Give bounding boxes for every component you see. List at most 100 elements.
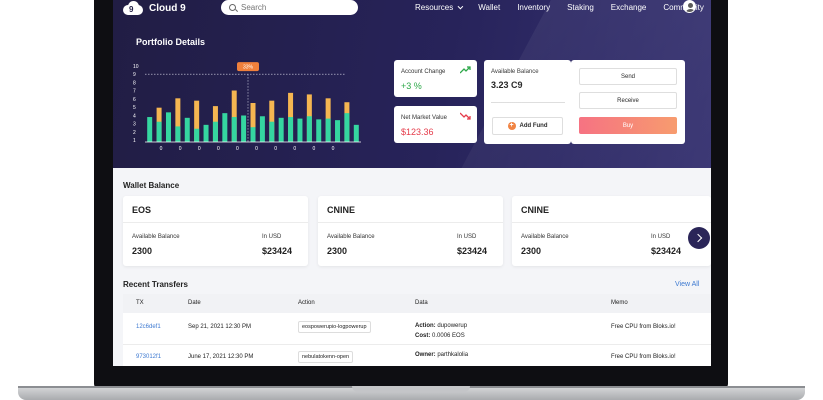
user-avatar-icon[interactable] xyxy=(683,0,696,13)
x-tick-label: 0 xyxy=(293,146,296,152)
usd-label: In USD xyxy=(262,234,282,240)
data-key: Owner: xyxy=(415,352,436,358)
net-market-card: Net Market Value $123.36 xyxy=(394,106,477,143)
data-action: Action: dupowerup xyxy=(415,323,467,329)
transfers-table: TX Date Action Data Memo 12c6def1 Sep 21… xyxy=(123,294,711,366)
annotation-label: 33% xyxy=(243,65,254,71)
chart-bar xyxy=(344,113,350,142)
available-label: Available Balance xyxy=(132,234,180,240)
nav-item-label: Resources xyxy=(415,2,454,12)
y-tick-label: 5 xyxy=(133,105,136,111)
available-value: 2300 xyxy=(132,246,153,256)
chart-bar xyxy=(175,98,181,142)
chart-bar xyxy=(269,100,275,142)
data-key: Cost: xyxy=(415,333,431,339)
y-tick-label: 9 xyxy=(133,72,136,78)
chart-bar xyxy=(250,103,256,142)
receive-button[interactable]: Receive xyxy=(579,92,677,109)
x-tick-label: 0 xyxy=(255,146,258,152)
column-header-data: Data xyxy=(415,300,428,306)
available-value: 2300 xyxy=(521,246,542,256)
y-tick-label: 1 xyxy=(133,138,136,144)
x-tick-label: 0 xyxy=(312,146,315,152)
chart-bar xyxy=(288,117,294,142)
chart-bar xyxy=(156,121,162,142)
nav-item-resources[interactable]: Resources xyxy=(415,2,464,12)
cloud-logo-icon: 9 xyxy=(123,1,143,15)
usd-value: $23424 xyxy=(651,246,682,256)
laptop-base xyxy=(18,386,805,400)
net-market-label: Net Market Value xyxy=(401,115,447,121)
available-balance-card: Available Balance 3.23 C9 + Add Fund xyxy=(484,60,571,144)
chevron-down-icon xyxy=(457,3,464,9)
x-tick-label: 0 xyxy=(198,146,201,152)
data-value: 0.0006 EOS xyxy=(432,333,465,339)
app-screen: 9 Cloud 9 Resources Wallet Inventory Sta… xyxy=(113,0,711,366)
annotation-badge xyxy=(237,62,259,72)
row-divider xyxy=(123,344,711,345)
tx-link[interactable]: 12c6def1 xyxy=(136,324,161,330)
actions-card: Send Receive Buy xyxy=(571,60,685,144)
account-change-card: Account Change +3 % xyxy=(394,60,477,97)
chevron-right-icon[interactable] xyxy=(688,227,710,249)
tx-link[interactable]: 973012f1 xyxy=(136,354,162,360)
account-change-value: +3 % xyxy=(401,81,422,91)
search-input[interactable] xyxy=(241,3,341,12)
y-tick-label: 6 xyxy=(133,97,136,103)
usd-value: $23424 xyxy=(457,246,488,256)
available-value: 2300 xyxy=(327,246,348,256)
y-tick-label: 10 xyxy=(133,64,139,70)
brand-name: Cloud 9 xyxy=(149,2,186,14)
data-key: Action: xyxy=(415,323,436,329)
column-header-memo: Memo xyxy=(611,300,628,306)
chart-bar xyxy=(212,121,218,142)
x-tick-label: 0 xyxy=(160,146,163,152)
nav-item-inventory[interactable]: Inventory xyxy=(517,2,551,12)
chart-bar xyxy=(269,121,275,142)
chart-bar xyxy=(353,124,359,142)
available-label: Available Balance xyxy=(327,234,375,240)
available-balance-value: 3.23 C9 xyxy=(491,80,523,90)
y-tick-label: 2 xyxy=(133,130,136,136)
chart-bar xyxy=(306,116,312,142)
table-header: TX Date Action Data Memo xyxy=(123,294,711,313)
data-owner: Owner: parthkalolia xyxy=(415,352,468,358)
nav-item-wallet[interactable]: Wallet xyxy=(478,2,501,12)
search-icon xyxy=(229,4,236,11)
laptop-notch xyxy=(352,386,470,392)
wallet-card[interactable]: CNINE Available Balance 2300 In USD $234… xyxy=(318,196,503,266)
chart-bar xyxy=(194,100,200,142)
x-tick-label: 0 xyxy=(217,146,220,152)
y-tick-label: 8 xyxy=(133,80,136,86)
nav-item-staking[interactable]: Staking xyxy=(567,2,594,12)
wallet-card[interactable]: CNINE Available Balance 2300 In USD $234… xyxy=(512,196,711,266)
nav-item-community[interactable]: Community xyxy=(663,2,704,12)
logo-glyph: 9 xyxy=(129,5,134,14)
chart-bar xyxy=(316,119,322,142)
wallet-card[interactable]: EOS Available Balance 2300 In USD $23424 xyxy=(123,196,308,266)
column-header-tx: TX xyxy=(136,300,144,306)
nav-item-exchange[interactable]: Exchange xyxy=(610,2,647,12)
logo[interactable]: 9 Cloud 9 xyxy=(123,0,186,16)
buy-button[interactable]: Buy xyxy=(579,117,677,134)
send-button[interactable]: Send xyxy=(579,68,677,85)
account-change-label: Account Change xyxy=(401,69,446,75)
recent-transfers-title: Recent Transfers xyxy=(123,280,188,289)
tx-memo: Free CPU from Bloks.io! xyxy=(611,324,676,330)
chart-bar xyxy=(335,120,341,142)
wallet-card-name: CNINE xyxy=(327,205,356,215)
view-all-link[interactable]: View All xyxy=(675,281,700,288)
data-value: dupowerup xyxy=(437,323,468,329)
chart-bar xyxy=(184,117,190,142)
tx-date: Sep 21, 2021 12:30 PM xyxy=(188,324,252,330)
search-bar[interactable] xyxy=(221,0,358,15)
net-market-value: $123.36 xyxy=(401,127,434,137)
add-fund-button[interactable]: + Add Fund xyxy=(492,117,563,135)
add-fund-label: Add Fund xyxy=(519,123,548,129)
column-header-action: Action xyxy=(298,300,315,306)
wallet-card-name: CNINE xyxy=(521,205,550,215)
top-nav: Resources Wallet Inventory Staking Excha… xyxy=(415,0,704,14)
action-badge: nebulatokenn-open xyxy=(298,351,354,363)
wallet-balance-title: Wallet Balance xyxy=(123,181,180,190)
